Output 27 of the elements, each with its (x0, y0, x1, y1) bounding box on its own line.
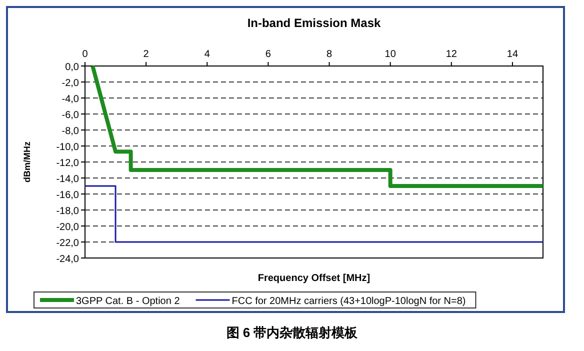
y-tick-label: -6,0 (62, 110, 80, 121)
y-tick-label: -8,0 (62, 126, 80, 137)
y-tick-label: -20,0 (56, 222, 80, 233)
y-tick-label: -2,0 (62, 78, 80, 89)
y-tick-label: 0,0 (65, 62, 80, 73)
x-tick-label: 12 (446, 49, 458, 60)
y-tick-label: -4,0 (62, 94, 80, 105)
legend-label: FCC for 20MHz carriers (43+10logP-10logN for N=8) (232, 296, 466, 307)
caption: 图 6 带内杂散辐射模板 (226, 325, 359, 340)
x-tick-label: 6 (265, 49, 272, 60)
x-tick-label: 10 (384, 49, 396, 60)
y-tick-label: -14,0 (56, 174, 80, 185)
legend-label: 3GPP Cat. B - Option 2 (76, 296, 180, 307)
x-tick-label: 4 (204, 49, 210, 60)
y-axis-title: dBm/MHz (22, 141, 32, 182)
x-tick-label: 2 (143, 49, 150, 60)
x-tick-label: 0 (82, 49, 88, 60)
x-tick-label: 14 (506, 49, 518, 60)
y-tick-label: -22,0 (56, 238, 80, 249)
x-axis-title: Frequency Offset [MHz] (258, 273, 370, 284)
y-tick-label: -24,0 (56, 254, 80, 265)
x-tick-label: 8 (326, 49, 332, 60)
y-tick-label: -12,0 (56, 158, 80, 169)
y-tick-label: -18,0 (56, 206, 80, 217)
chart-title: In-band Emission Mask (247, 16, 382, 30)
y-tick-label: -10,0 (56, 142, 80, 153)
y-tick-label: -16,0 (56, 190, 80, 201)
